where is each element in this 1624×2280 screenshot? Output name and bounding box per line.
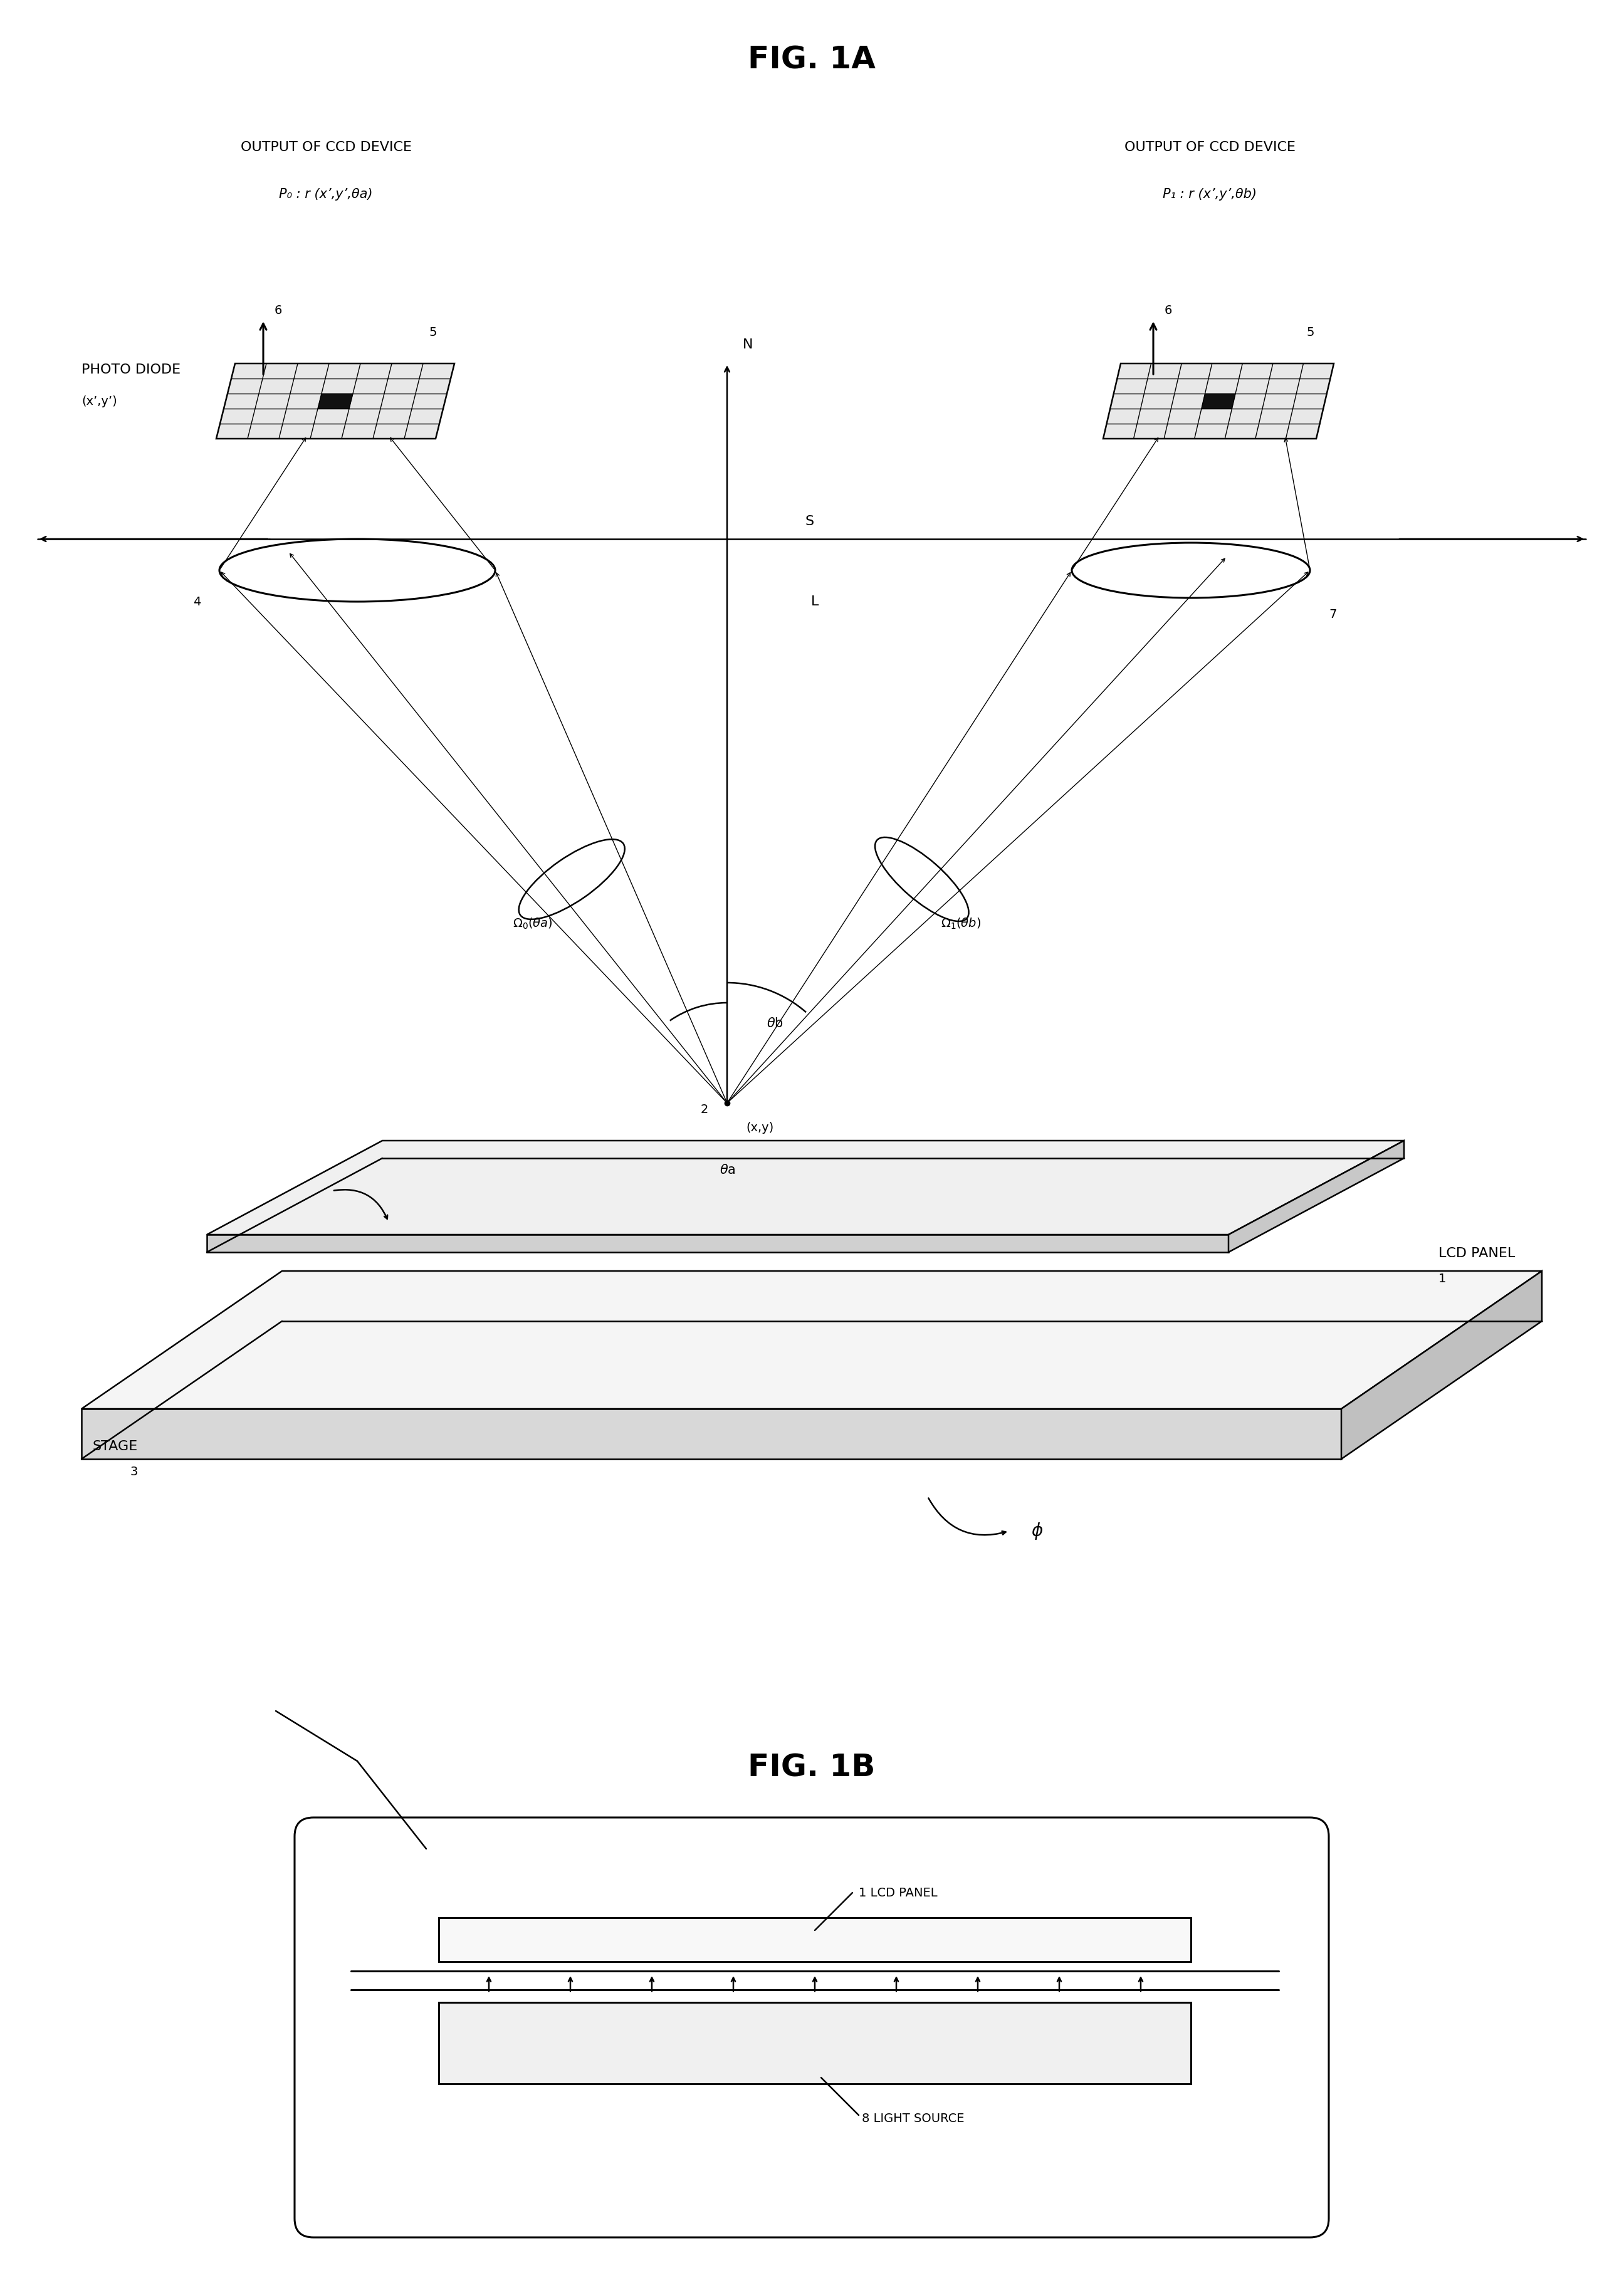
Text: $\theta$a: $\theta$a: [719, 1163, 736, 1176]
Text: PHOTO DIODE: PHOTO DIODE: [81, 363, 180, 376]
Text: 7: 7: [1328, 609, 1337, 620]
Text: 6: 6: [274, 306, 283, 317]
Text: P₁ : r (x’,y’,θb): P₁ : r (x’,y’,θb): [1163, 187, 1257, 201]
Text: $\theta$b: $\theta$b: [767, 1017, 783, 1031]
Text: 2: 2: [700, 1104, 708, 1115]
Polygon shape: [318, 394, 352, 408]
Polygon shape: [1228, 1140, 1405, 1252]
Text: 5: 5: [429, 326, 437, 337]
Text: 3: 3: [130, 1466, 138, 1477]
Text: STAGE: STAGE: [93, 1441, 138, 1452]
Text: P₀ : r (x’,y’,θa): P₀ : r (x’,y’,θa): [279, 187, 374, 201]
Text: 8 LIGHT SOURCE: 8 LIGHT SOURCE: [862, 2111, 965, 2125]
Text: OUTPUT OF CCD DEVICE: OUTPUT OF CCD DEVICE: [240, 141, 411, 153]
Text: 1 LCD PANEL: 1 LCD PANEL: [859, 1888, 937, 1899]
Bar: [438, 2002, 1190, 2084]
Text: FIG. 1B: FIG. 1B: [749, 1753, 875, 1783]
Text: (x,y): (x,y): [745, 1122, 773, 1133]
Text: 5: 5: [1307, 326, 1315, 337]
Text: N: N: [742, 337, 754, 351]
Text: $\phi$: $\phi$: [1031, 1521, 1043, 1541]
Text: (x’,y’): (x’,y’): [81, 394, 117, 408]
Text: 6: 6: [1164, 306, 1173, 317]
Text: LCD PANEL: LCD PANEL: [1439, 1247, 1515, 1261]
Text: 4: 4: [193, 595, 201, 606]
Text: L: L: [810, 595, 818, 609]
Polygon shape: [216, 363, 455, 438]
Polygon shape: [206, 1236, 1228, 1252]
Text: 1: 1: [1439, 1272, 1447, 1284]
Text: FIG. 1A: FIG. 1A: [747, 46, 875, 75]
Text: $\Omega_1(\theta b)$: $\Omega_1(\theta b)$: [940, 917, 981, 930]
Polygon shape: [1341, 1270, 1541, 1459]
Polygon shape: [1202, 394, 1236, 408]
Text: $\Omega_0(\theta a)$: $\Omega_0(\theta a)$: [513, 917, 552, 930]
Text: OUTPUT OF CCD DEVICE: OUTPUT OF CCD DEVICE: [1124, 141, 1296, 153]
Polygon shape: [206, 1140, 1405, 1236]
Bar: [438, 1917, 1190, 1961]
Polygon shape: [1103, 363, 1333, 438]
Polygon shape: [81, 1409, 1341, 1459]
Polygon shape: [81, 1270, 1541, 1409]
Text: S: S: [806, 515, 814, 527]
